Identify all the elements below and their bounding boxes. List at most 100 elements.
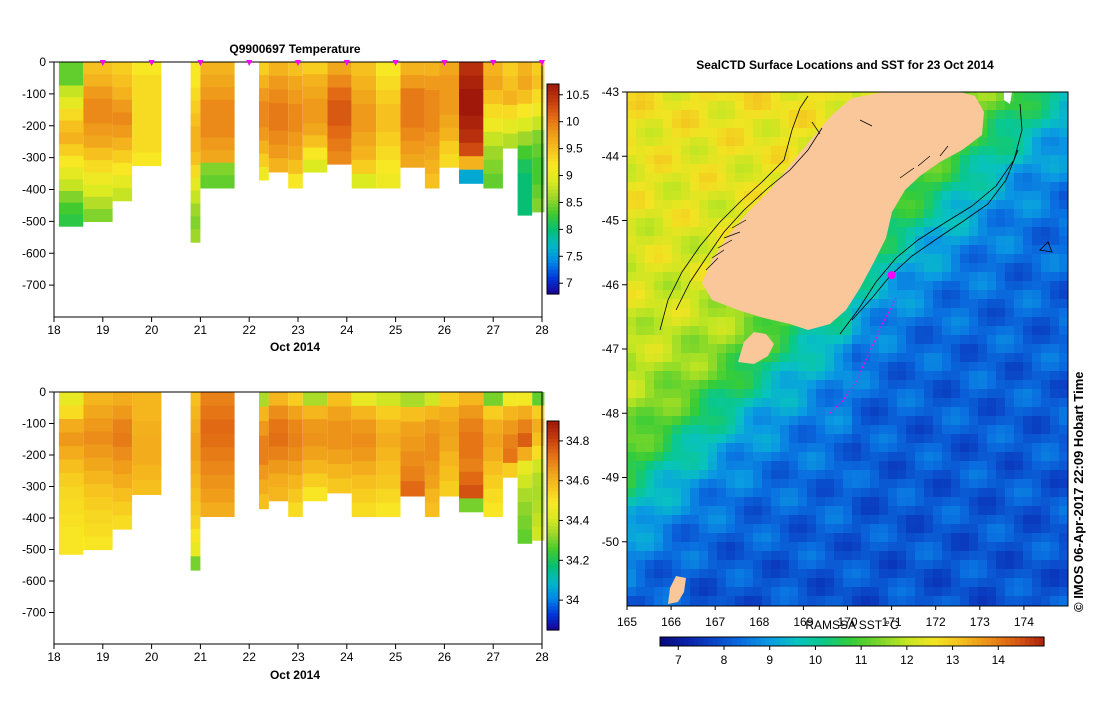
profile-cell [132,406,162,422]
sst-cell [843,542,853,552]
sst-cell [924,416,934,426]
profile-cell [424,474,440,490]
sst-cell [906,263,916,273]
sst-cell [1041,182,1051,192]
profile-cell [503,462,518,478]
sst-cell [1059,551,1068,561]
sst-cell [915,398,925,408]
sst-cell [816,434,826,444]
sst-cell [1023,371,1033,381]
sst-cell [663,497,673,507]
sst-cell [942,596,952,606]
sst-cell [879,425,889,435]
sst-cell [942,371,952,381]
sst-cell [1041,173,1051,183]
sst-cell [852,416,862,426]
sst-cell [987,461,997,471]
sst-cell [969,587,979,597]
profile-cell [459,169,484,184]
sst-cell [1041,218,1051,228]
sst-cell [663,164,673,174]
sst-cell [861,515,871,525]
sst-cell [744,164,754,174]
sst-cell [978,488,988,498]
sst-cell [1005,506,1015,516]
colorbar-tick-label: 34.6 [566,474,590,488]
sst-cell [1059,101,1068,111]
sst-cell [798,335,808,345]
sst-cell [1059,542,1068,552]
profile-cell [58,155,84,169]
sst-cell [753,317,763,327]
sst-cell [897,245,907,255]
sst-cell [690,488,700,498]
colorbar-swatch [727,637,733,646]
sst-cell [978,335,988,345]
sst-cell [753,371,763,381]
sst-cell [636,245,646,255]
sst-cell [717,227,727,237]
sst-cell [1014,272,1024,282]
sst-cell [627,506,637,516]
sst-cell [834,434,844,444]
sst-cell [798,128,808,138]
sst-cell [654,128,664,138]
sst-cell [717,128,727,138]
profile-cell [268,75,289,90]
sst-cell [1059,191,1068,201]
sst-cell [654,515,664,525]
sst-cell [690,155,700,165]
colorbar-swatch [842,637,848,646]
sst-cell [852,524,862,534]
profile-cell [517,159,533,174]
sst-cell [906,299,916,309]
profile-cell [288,145,303,161]
colorbar-swatch [741,637,747,646]
sst-cell [870,281,880,291]
sst-cell [780,344,790,354]
sst-cell [852,479,862,489]
sst-cell [987,335,997,345]
sst-cell [987,452,997,462]
x-tick-label: 27 [487,323,501,337]
profile-cell [459,156,484,171]
sst-cell [744,146,754,156]
sst-cell [744,416,754,426]
sst-cell [645,326,655,336]
sst-cell [798,470,808,480]
sst-cell [870,389,880,399]
sst-cell [843,308,853,318]
sst-cell [996,155,1006,165]
sst-cell [924,173,934,183]
sst-cell [636,254,646,264]
sst-cell [924,515,934,525]
sst-cell [1014,317,1024,327]
sst-cell [645,542,655,552]
colorbar-tick-label: 9.5 [566,142,583,156]
sst-cell [906,470,916,480]
sst-cell [1041,272,1051,282]
sst-cell [717,578,727,588]
sst-cell [663,569,673,579]
colorbar-swatch [547,115,559,120]
profile-cell [351,118,377,133]
sst-cell [1005,416,1015,426]
sst-cell [1041,299,1051,309]
sst-cell [744,137,754,147]
sst-cell [987,416,997,426]
sst-cell [924,551,934,561]
sst-cell [681,425,691,435]
sst-cell [1059,380,1068,390]
sst-cell [789,578,799,588]
sst-cell [897,533,907,543]
sst-cell [762,542,772,552]
surface-location-marker [887,271,896,280]
sst-cell [924,263,934,273]
profile-cell [424,76,440,91]
sst-cell [636,146,646,156]
sst-cell [906,380,916,390]
sst-cell [789,110,799,120]
sst-cell [753,407,763,417]
profile-cell [259,450,269,466]
sst-cell [753,470,763,480]
